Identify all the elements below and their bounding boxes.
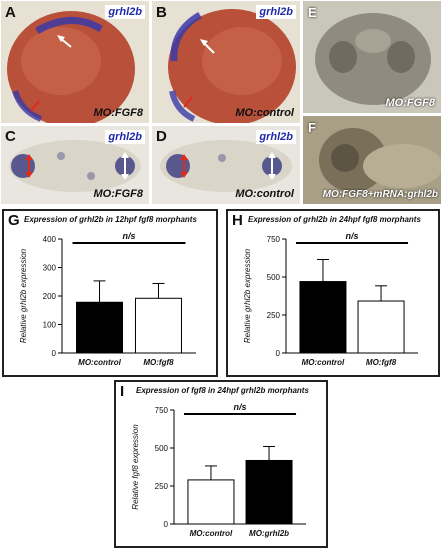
panel-e-letter: E <box>308 5 317 20</box>
category-label: MO:control <box>190 529 233 538</box>
panel-b-letter: B <box>156 4 167 21</box>
panel-c-image <box>9 140 141 192</box>
white-arrow-icon <box>121 152 129 180</box>
category-label: MO:fgf8 <box>366 358 397 367</box>
panel-d-gene: grhl2b <box>256 130 296 144</box>
y-tick-label: 500 <box>155 444 169 453</box>
white-arrow-icon <box>268 152 276 180</box>
panel-b-caption: MO:control <box>235 107 294 119</box>
panel-e: E MO:FGF8 <box>303 1 441 113</box>
red-arrow-icon <box>183 96 193 108</box>
y-tick-label: 400 <box>43 235 57 244</box>
category-label: MO:control <box>302 358 345 367</box>
panel-b-gene: grhl2b <box>256 5 296 19</box>
chart-panel-i: I Expression of fgf8 in 24hpf grhl2b mor… <box>114 380 328 548</box>
y-tick-label: 0 <box>276 349 281 358</box>
bar <box>187 479 235 525</box>
panel-d-image <box>160 140 292 192</box>
y-tick-label: 250 <box>267 311 281 320</box>
y-tick-label: 750 <box>267 235 281 244</box>
panel-e-caption: MO:FGF8 <box>385 97 436 109</box>
y-tick-label: 100 <box>43 321 57 330</box>
panel-c-letter: C <box>5 128 16 145</box>
y-tick-label: 500 <box>267 273 281 282</box>
panel-b-image <box>168 9 296 123</box>
chart-h-title: Expression of grhl2b in 24hpf fgf8 morph… <box>248 215 421 224</box>
panel-b: B grhl2b MO:control <box>152 1 300 123</box>
chart-i-svg: 0 250 500 750 Relative fgf8 expression MO:con… <box>131 402 306 538</box>
chart-panel-h: H Expression of grhl2b in 24hpf fgf8 mor… <box>226 209 440 377</box>
y-axis-label: Relative fgf8 expression <box>131 424 140 510</box>
y-tick-label: 750 <box>155 406 169 415</box>
panel-a-image <box>7 11 135 123</box>
category-label: MO:fgf8 <box>143 358 174 367</box>
chart-i-title: Expression of fgf8 in 24hpf grhl2b morph… <box>136 386 309 395</box>
chart-h-svg: 0 250 500 750 Relative grhl2b expression MO:c… <box>243 231 418 367</box>
panel-a-letter: A <box>5 4 16 21</box>
category-label: MO:control <box>78 358 121 367</box>
panel-d: D grhl2b MO:control <box>152 126 300 204</box>
y-tick-label: 0 <box>52 349 57 358</box>
category-label: MO:grhl2b <box>249 529 289 538</box>
y-tick-label: 200 <box>43 292 57 301</box>
y-tick-label: 0 <box>164 520 169 529</box>
panel-c-caption: MO:FGF8 <box>93 188 144 200</box>
panel-d-letter: D <box>156 128 167 145</box>
panel-c-gene: grhl2b <box>105 130 145 144</box>
y-tick-label: 300 <box>43 264 57 273</box>
panel-d-caption: MO:control <box>235 188 294 200</box>
chart-h-letter: H <box>232 212 243 229</box>
panel-f-letter: F <box>308 120 316 135</box>
panel-e-image <box>315 13 431 105</box>
panel-a-gene: grhl2b <box>105 5 145 19</box>
y-tick-label: 250 <box>155 482 169 491</box>
chart-panel-g: G Expression of grhl2b in 12hpf fgf8 mor… <box>2 209 218 377</box>
y-axis-label: Relative grhl2b expression <box>19 248 28 343</box>
bar <box>357 300 405 354</box>
significance-label: n/s <box>122 231 135 241</box>
significance-label: n/s <box>345 231 358 241</box>
chart-g-letter: G <box>8 212 20 229</box>
panel-f-image <box>319 128 441 192</box>
significance-label: n/s <box>233 402 246 412</box>
red-arrow-icon <box>25 154 33 178</box>
panel-a-caption: MO:FGF8 <box>93 107 144 119</box>
chart-i-letter: I <box>120 383 125 400</box>
chart-g-title: Expression of grhl2b in 12hpf fgf8 morph… <box>24 215 197 224</box>
red-arrow-icon <box>180 154 188 178</box>
panel-a: A grhl2b MO:FGF8 <box>1 1 149 123</box>
panel-c: C grhl2b MO:FGF8 <box>1 126 149 204</box>
red-arrow-icon <box>30 100 40 112</box>
panel-f-caption: MO:FGF8+mRNA:grhl2b <box>322 189 438 200</box>
chart-g-svg: 0 100 200 300 400 Relative grhl2b expression M… <box>19 231 196 367</box>
panel-f: F MO:FGF8+mRNA:grhl2b <box>303 116 441 204</box>
y-axis-label: Relative grhl2b expression <box>243 248 252 343</box>
bar <box>134 297 182 354</box>
